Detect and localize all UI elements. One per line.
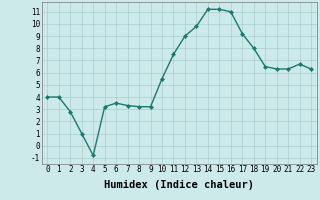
- X-axis label: Humidex (Indice chaleur): Humidex (Indice chaleur): [104, 180, 254, 190]
